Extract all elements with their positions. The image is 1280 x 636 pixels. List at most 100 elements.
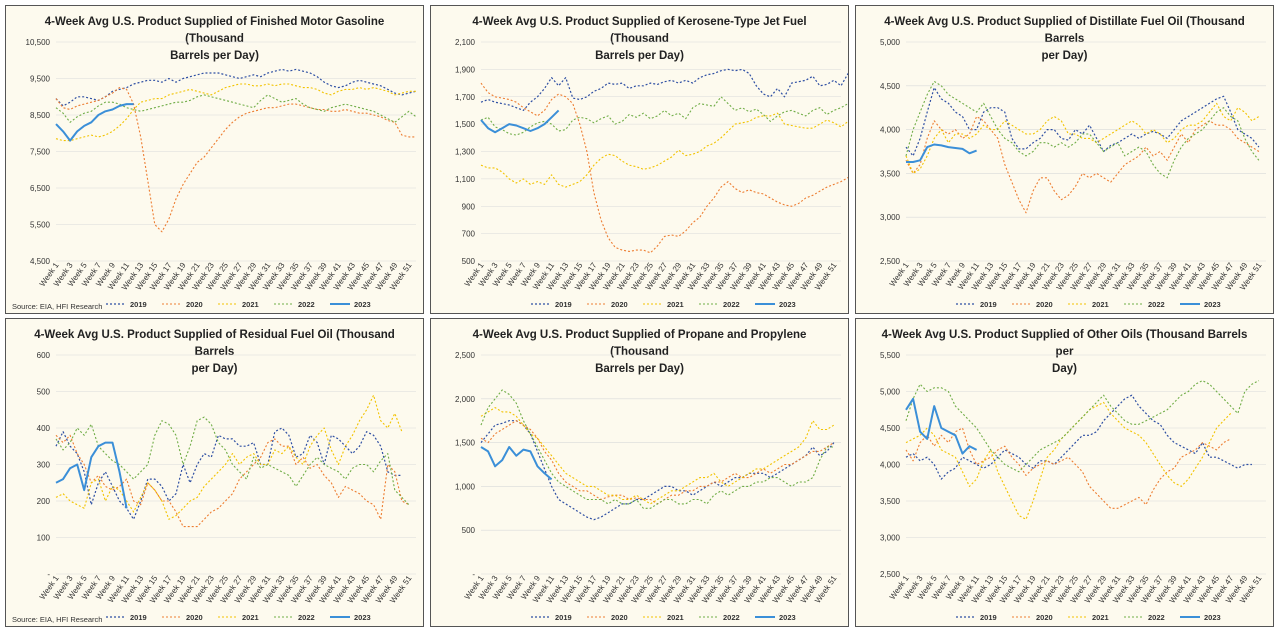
chart-panel-propane: 4-Week Avg U.S. Product Supplied of Prop… [430, 318, 849, 627]
legend-label: 2021 [1092, 300, 1109, 309]
y-tick-label: 4,500 [30, 257, 51, 266]
y-tick-label: 300 [37, 461, 51, 470]
y-tick-label: 4,500 [880, 424, 901, 433]
series-line-2023 [905, 397, 978, 455]
legend-label: 2022 [723, 300, 740, 309]
y-tick-label: 600 [37, 351, 51, 360]
series-line-2021 [480, 407, 835, 505]
series-line-2023 [906, 143, 977, 163]
y-tick-label: 10,500 [26, 38, 51, 47]
legend-label: 2021 [667, 613, 684, 622]
chart-panel-jet-fuel: 4-Week Avg U.S. Product Supplied of Kero… [430, 5, 849, 314]
legend-label: 2019 [555, 613, 572, 622]
series-line-2021 [55, 83, 416, 142]
y-tick-label: 5,500 [30, 221, 51, 230]
legend-label: 2020 [1036, 613, 1053, 622]
series-line-2022 [905, 80, 1260, 179]
series-line-2019 [905, 86, 1260, 157]
chart-svg: 5007009001,1001,3001,5001,7001,9002,100W… [455, 38, 848, 309]
series-line-2023 [55, 103, 134, 142]
y-tick-label: 500 [462, 526, 476, 535]
chart-panel-distillate: 4-Week Avg U.S. Product Supplied of Dist… [855, 5, 1274, 314]
legend-label: 2021 [242, 613, 259, 622]
legend-label: 2023 [1204, 613, 1221, 622]
y-tick-label: 100 [37, 534, 51, 543]
legend-label: 2023 [1204, 300, 1221, 309]
legend-label: 2019 [130, 300, 147, 309]
y-tick-label: 1,500 [455, 120, 476, 129]
series-line-2020 [55, 87, 416, 233]
y-tick-label: 3,000 [880, 213, 901, 222]
legend-label: 2019 [555, 300, 572, 309]
legend-label: 2022 [723, 613, 740, 622]
y-tick-label: 1,500 [455, 439, 476, 448]
y-tick-label: 200 [37, 497, 51, 506]
y-tick-label: 1,700 [455, 93, 476, 102]
y-tick-label: - [47, 570, 50, 579]
y-tick-label: 2,100 [455, 38, 476, 47]
y-tick-label: 2,500 [455, 351, 476, 360]
legend-label: 2022 [298, 613, 315, 622]
series-line-2022 [55, 416, 410, 506]
series-line-2021 [55, 394, 403, 520]
series-line-2023 [480, 446, 553, 481]
chart-svg: 2,5003,0003,5004,0004,5005,0005,500Week … [880, 351, 1266, 622]
chart-panel-other-oils: 4-Week Avg U.S. Product Supplied of Othe… [855, 318, 1274, 627]
legend-label: 2020 [611, 613, 628, 622]
legend-label: 2023 [779, 613, 796, 622]
source-note: Source: EIA, HFI Research [12, 615, 103, 624]
y-tick-label: 400 [37, 424, 51, 433]
y-tick-label: 5,500 [880, 351, 901, 360]
y-tick-label: 4,500 [880, 82, 901, 91]
series-line-2022 [480, 389, 834, 509]
y-tick-label: - [472, 570, 475, 579]
series-line-2021 [905, 102, 1260, 174]
series-line-2019 [480, 420, 835, 521]
y-tick-label: 2,500 [880, 570, 901, 579]
legend-label: 2023 [354, 300, 371, 309]
y-tick-label: 500 [37, 388, 51, 397]
y-tick-label: 8,500 [30, 111, 51, 120]
chart-panel-gasoline: 4-Week Avg U.S. Product Supplied of Fini… [5, 5, 424, 314]
y-tick-label: 3,000 [880, 534, 901, 543]
y-tick-label: 1,100 [455, 175, 476, 184]
legend-label: 2021 [242, 300, 259, 309]
source-note: Source: EIA, HFI Research [12, 302, 103, 311]
series-line-2021 [905, 401, 1232, 520]
y-tick-label: 9,500 [30, 75, 51, 84]
y-tick-label: 7,500 [30, 148, 51, 157]
series-line-2020 [905, 427, 1231, 509]
chart-title: 4-Week Avg U.S. Product Supplied of Prop… [472, 329, 807, 375]
chart-title: 4-Week Avg U.S. Product Supplied of Dist… [884, 16, 1245, 62]
legend-label: 2023 [779, 300, 796, 309]
legend-label: 2022 [1148, 300, 1165, 309]
y-tick-label: 5,000 [880, 388, 901, 397]
y-tick-label: 500 [462, 257, 476, 266]
chart-title: 4-Week Avg U.S. Product Supplied of Othe… [881, 329, 1248, 375]
series-line-2021 [480, 112, 848, 188]
y-tick-label: 4,000 [880, 126, 901, 135]
series-line-2020 [55, 434, 410, 528]
series-line-2019 [55, 68, 417, 107]
series-line-2023 [480, 109, 560, 134]
y-tick-label: 3,500 [880, 169, 901, 178]
y-tick-label: 5,000 [880, 38, 901, 47]
chart-title: 4-Week Avg U.S. Product Supplied of Resi… [34, 329, 395, 375]
y-tick-label: 700 [462, 230, 476, 239]
legend-label: 2020 [1036, 300, 1053, 309]
series-line-2023 [55, 441, 128, 509]
y-tick-label: 900 [462, 202, 476, 211]
legend-label: 2022 [1148, 613, 1165, 622]
series-line-2020 [480, 420, 835, 505]
y-tick-label: 4,000 [880, 461, 901, 470]
legend-label: 2019 [130, 613, 147, 622]
legend-label: 2020 [186, 300, 203, 309]
y-tick-label: 1,300 [455, 148, 476, 157]
legend-label: 2019 [980, 613, 997, 622]
series-line-2019 [480, 68, 848, 112]
legend-label: 2023 [354, 613, 371, 622]
y-tick-label: 1,000 [455, 482, 476, 491]
